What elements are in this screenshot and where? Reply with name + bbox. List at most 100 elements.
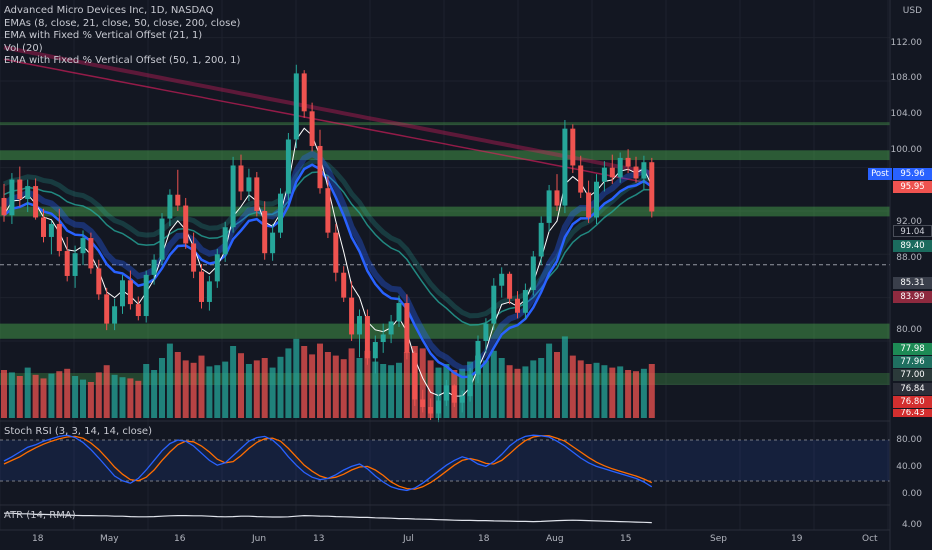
- legend-ema-offset-50-200[interactable]: EMA with Fixed % Vertical Offset (50, 1,…: [4, 55, 241, 66]
- candle-body: [175, 194, 181, 206]
- candle-body: [554, 190, 560, 206]
- date-tick: 18: [32, 534, 44, 544]
- volume-bar: [72, 376, 79, 418]
- atr-line: [4, 512, 652, 524]
- volume-bar: [625, 370, 632, 418]
- volume-bar: [24, 367, 31, 418]
- legend-ema-offset-21[interactable]: EMA with Fixed % Vertical Offset (21, 1): [4, 30, 203, 41]
- candle-body: [246, 177, 252, 192]
- candle-body: [649, 162, 655, 212]
- candle-body: [293, 73, 299, 140]
- volume-bar: [301, 346, 308, 418]
- volume-bar: [506, 365, 513, 418]
- price-tick: 88.00: [896, 253, 922, 263]
- candle-body: [601, 167, 607, 182]
- ema200-line: [3, 58, 652, 185]
- volume-bar: [617, 366, 624, 418]
- volume-bar: [569, 355, 576, 418]
- volume-bar: [159, 358, 165, 418]
- volume-bar: [8, 372, 15, 418]
- volume-bar: [356, 358, 363, 418]
- price-tick: 104.00: [890, 109, 923, 119]
- date-tick: 15: [620, 534, 632, 544]
- volume-bar: [119, 377, 126, 418]
- candle-body: [112, 306, 118, 324]
- volume-bar: [435, 367, 442, 418]
- candle-body: [562, 128, 568, 206]
- date-tick: Aug: [546, 534, 564, 544]
- date-tick: Jul: [403, 534, 414, 544]
- volume-bar: [174, 352, 181, 418]
- candle-body: [167, 194, 173, 219]
- candle-body: [191, 243, 197, 272]
- candle-body: [578, 165, 584, 193]
- candle-body: [594, 181, 599, 218]
- volume-bar: [309, 354, 316, 418]
- currency-label: USD: [902, 6, 922, 16]
- volume-bar: [127, 378, 134, 418]
- price-tick: 100.00: [890, 145, 923, 155]
- volume-bar: [111, 374, 118, 418]
- candle-body: [625, 157, 631, 167]
- chart-title: Advanced Micro Devices Inc, 1D, NASDAQ: [4, 5, 214, 16]
- candle-body: [206, 281, 212, 302]
- candle-body: [396, 303, 402, 322]
- candle-body: [341, 272, 347, 298]
- candle-body: [357, 316, 362, 335]
- atr-legend[interactable]: ATR (14, RMA): [4, 510, 76, 521]
- candle-body: [238, 165, 244, 192]
- volume-badge: 76.43: [893, 409, 932, 417]
- candle-body: [262, 210, 268, 254]
- candle-body: [222, 227, 228, 255]
- volume-bar: [482, 360, 489, 418]
- volume-bar: [214, 365, 221, 418]
- candle-body: [380, 334, 386, 343]
- candle-body: [538, 222, 544, 257]
- candle-body: [483, 323, 489, 341]
- volume-bar: [332, 355, 339, 418]
- volume-bar: [40, 378, 47, 418]
- legend-volume[interactable]: Vol (20): [4, 42, 43, 54]
- candle-body: [80, 238, 86, 254]
- candle-body: [570, 128, 576, 166]
- candle-body: [214, 254, 220, 282]
- volume-bar: [64, 368, 71, 418]
- legend-emas[interactable]: EMAs (8, close, 21, close, 50, close, 20…: [4, 17, 241, 29]
- volume-bar: [32, 374, 39, 418]
- volume-bar: [245, 364, 252, 418]
- volume-bar: [324, 352, 331, 418]
- candle-body: [546, 190, 552, 223]
- volume-bar: [396, 362, 402, 418]
- volume-bar: [48, 373, 55, 418]
- candle-body: [428, 407, 434, 414]
- volume-bar: [293, 338, 300, 418]
- volume-bar: [648, 364, 655, 418]
- price-tick: 80.00: [896, 325, 922, 335]
- candle-body: [96, 268, 102, 295]
- stoch-tick: 80.00: [896, 435, 922, 445]
- volume-bar: [238, 353, 244, 418]
- volume-bar: [206, 366, 213, 418]
- stoch-rsi-legend[interactable]: Stoch RSI (3, 3, 14, 14, close): [4, 426, 152, 437]
- support-resistance-zone: [0, 150, 890, 161]
- volume-bar: [380, 364, 387, 418]
- candle-body: [230, 165, 236, 228]
- price-tick: 112.00: [890, 38, 923, 48]
- volume-bar: [135, 380, 142, 418]
- volume-badge: 77.98: [893, 343, 932, 355]
- volume-bar: [253, 360, 260, 418]
- stoch-band: [0, 440, 890, 481]
- candle-body: [127, 280, 133, 305]
- volume-bar: [561, 336, 568, 418]
- volume-bar: [1, 370, 7, 418]
- volume-bar: [103, 365, 110, 418]
- volume-bar: [348, 348, 355, 418]
- candle-body: [633, 166, 639, 179]
- volume-bar: [601, 365, 608, 418]
- stoch-tick: 40.00: [896, 462, 922, 472]
- candle-body: [143, 274, 149, 317]
- volume-bar: [56, 371, 63, 418]
- volume-badge: 76.84: [893, 383, 932, 395]
